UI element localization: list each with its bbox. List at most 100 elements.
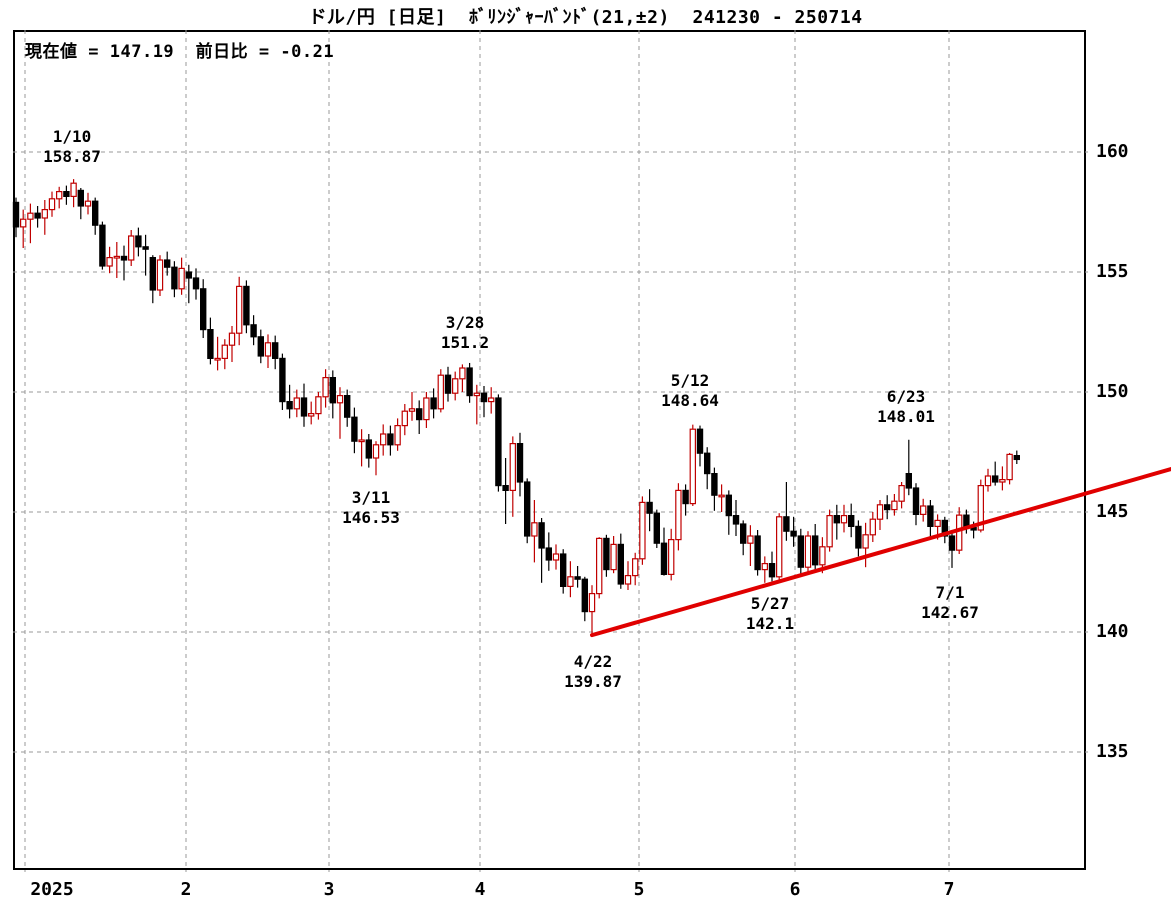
candle-body-6-4 (811, 535, 819, 566)
annotation-price: 148.01 (877, 407, 935, 426)
candle-body-1-3 (34, 212, 41, 219)
candle-body-4-1 (480, 392, 488, 403)
candle-body-4-3 (495, 397, 502, 487)
candle-body-3-3 (329, 377, 337, 404)
equals-sign: = (88, 42, 99, 62)
y-axis-label-140: 140 (1096, 621, 1129, 642)
candle-body-3-10 (365, 439, 373, 459)
candle-body-1-20 (113, 255, 120, 259)
candle-body-4-28 (617, 543, 625, 585)
candle-body-2-17 (257, 336, 265, 357)
x-axis-label-2: 2 (180, 879, 192, 900)
current-value-status-line: 現在値 = 147.19 前日比 = -0.21 (25, 37, 334, 62)
candle-body-6-10 (840, 514, 848, 524)
candle-body-2-13 (243, 285, 250, 326)
candle-body-5-20 (732, 514, 740, 525)
candle-body-5-21 (739, 523, 747, 544)
annotation-date: 4/22 (573, 652, 613, 671)
candle-body-4-21 (581, 578, 589, 613)
candle-body-6-26 (927, 505, 934, 527)
candle-body-2-6 (207, 329, 214, 360)
candle-body-2-26 (308, 413, 315, 417)
annotation-date: 3/11 (351, 488, 391, 507)
candle-body-2-18 (264, 342, 272, 357)
candle-body-6-20 (898, 485, 905, 502)
candle-body-4-14 (545, 547, 553, 561)
y-axis-label-150: 150 (1096, 381, 1129, 402)
candle-body-6-25 (919, 505, 927, 515)
candle-body-5-22 (747, 535, 754, 544)
candle-body-3-25 (444, 374, 452, 394)
candle-body-3-18 (408, 408, 416, 412)
candle-body-5-12 (689, 428, 697, 505)
candle-body-5-2 (646, 501, 653, 514)
candle-body-5-14 (703, 452, 711, 475)
plot-area-border (13, 30, 1086, 870)
candle-body-4-8 (516, 443, 524, 483)
candle-body-7-8 (984, 475, 992, 487)
candle-body-1-16 (99, 224, 106, 267)
x-axis-label-4: 4 (474, 879, 486, 900)
candle-body-7-11 (1006, 453, 1013, 481)
annotation-4-22: 4/22 139.87 (528, 652, 658, 692)
candle-body-1-22 (128, 235, 135, 261)
annotation-price: 146.53 (342, 508, 400, 527)
candle-body-4-2 (488, 397, 495, 403)
candle-body-4-9 (523, 481, 531, 537)
x-axis-label-5: 5 (633, 879, 645, 900)
candle-body-1-31 (178, 267, 185, 290)
candle-body-1-8 (55, 191, 63, 200)
y-axis-label-145: 145 (1096, 501, 1129, 522)
candle-body-5-7 (667, 538, 675, 575)
candle-body-1-21 (120, 255, 128, 261)
candle-body-6-23 (905, 473, 913, 489)
candle-body-1-23 (135, 235, 142, 248)
annotation-date: 1/10 (52, 127, 92, 146)
candle-body-4-29 (624, 574, 632, 585)
candle-body-4-11 (538, 522, 545, 549)
candle-body-2-25 (300, 397, 308, 417)
candle-body-7-9 (991, 475, 999, 483)
candle-body-5-9 (682, 489, 689, 505)
change-label: 前日比 (195, 42, 249, 62)
candle-body-4-16 (559, 553, 567, 588)
x-axis-label-3: 3 (323, 879, 335, 900)
candle-body-2-5 (200, 288, 207, 331)
x-axis-label-6: 6 (789, 879, 801, 900)
candle-body-2-19 (272, 342, 279, 359)
candle-body-5-28 (775, 516, 783, 578)
candle-body-1-15 (91, 200, 99, 226)
annotation-date: 5/12 (670, 371, 710, 390)
candle-body-6-5 (819, 546, 826, 566)
annotation-price: 142.67 (921, 603, 979, 622)
current-value-label: 現在値 (25, 42, 78, 62)
candle-body-4-22 (588, 592, 596, 613)
annotation-price: 139.87 (564, 672, 622, 691)
candle-body-5-6 (660, 542, 668, 576)
annotation-date: 5/27 (750, 594, 790, 613)
trend-line (590, 467, 1171, 638)
annotation-date: 3/28 (445, 313, 485, 332)
candle-body-5-5 (653, 512, 661, 544)
candle-body-6-19 (891, 500, 898, 511)
candle-body-4-10 (531, 522, 538, 537)
candle-body-3-7 (358, 439, 365, 443)
candle-body-7-1 (948, 535, 956, 551)
x-axis-label-7: 7 (943, 879, 955, 900)
candle-body-4-18 (574, 576, 581, 580)
candle-body-7-10 (999, 479, 1006, 483)
candle-body-6-6 (826, 514, 833, 548)
candle-body-2-12 (236, 285, 243, 334)
candle-body-4-24 (603, 537, 610, 571)
candle-body-5-30 (790, 530, 797, 537)
candle-body-3-5 (344, 395, 351, 418)
candle-body-4-25 (610, 543, 617, 571)
candle-body-3-24 (437, 374, 445, 410)
candle-body-4-15 (552, 553, 560, 561)
annotation-3-11: 3/11 146.53 (306, 488, 436, 528)
candle-body-2-27 (315, 396, 322, 415)
candle-body-3-17 (401, 410, 409, 427)
candle-body-5-29 (783, 516, 790, 532)
candle-body-3-14 (394, 425, 401, 446)
